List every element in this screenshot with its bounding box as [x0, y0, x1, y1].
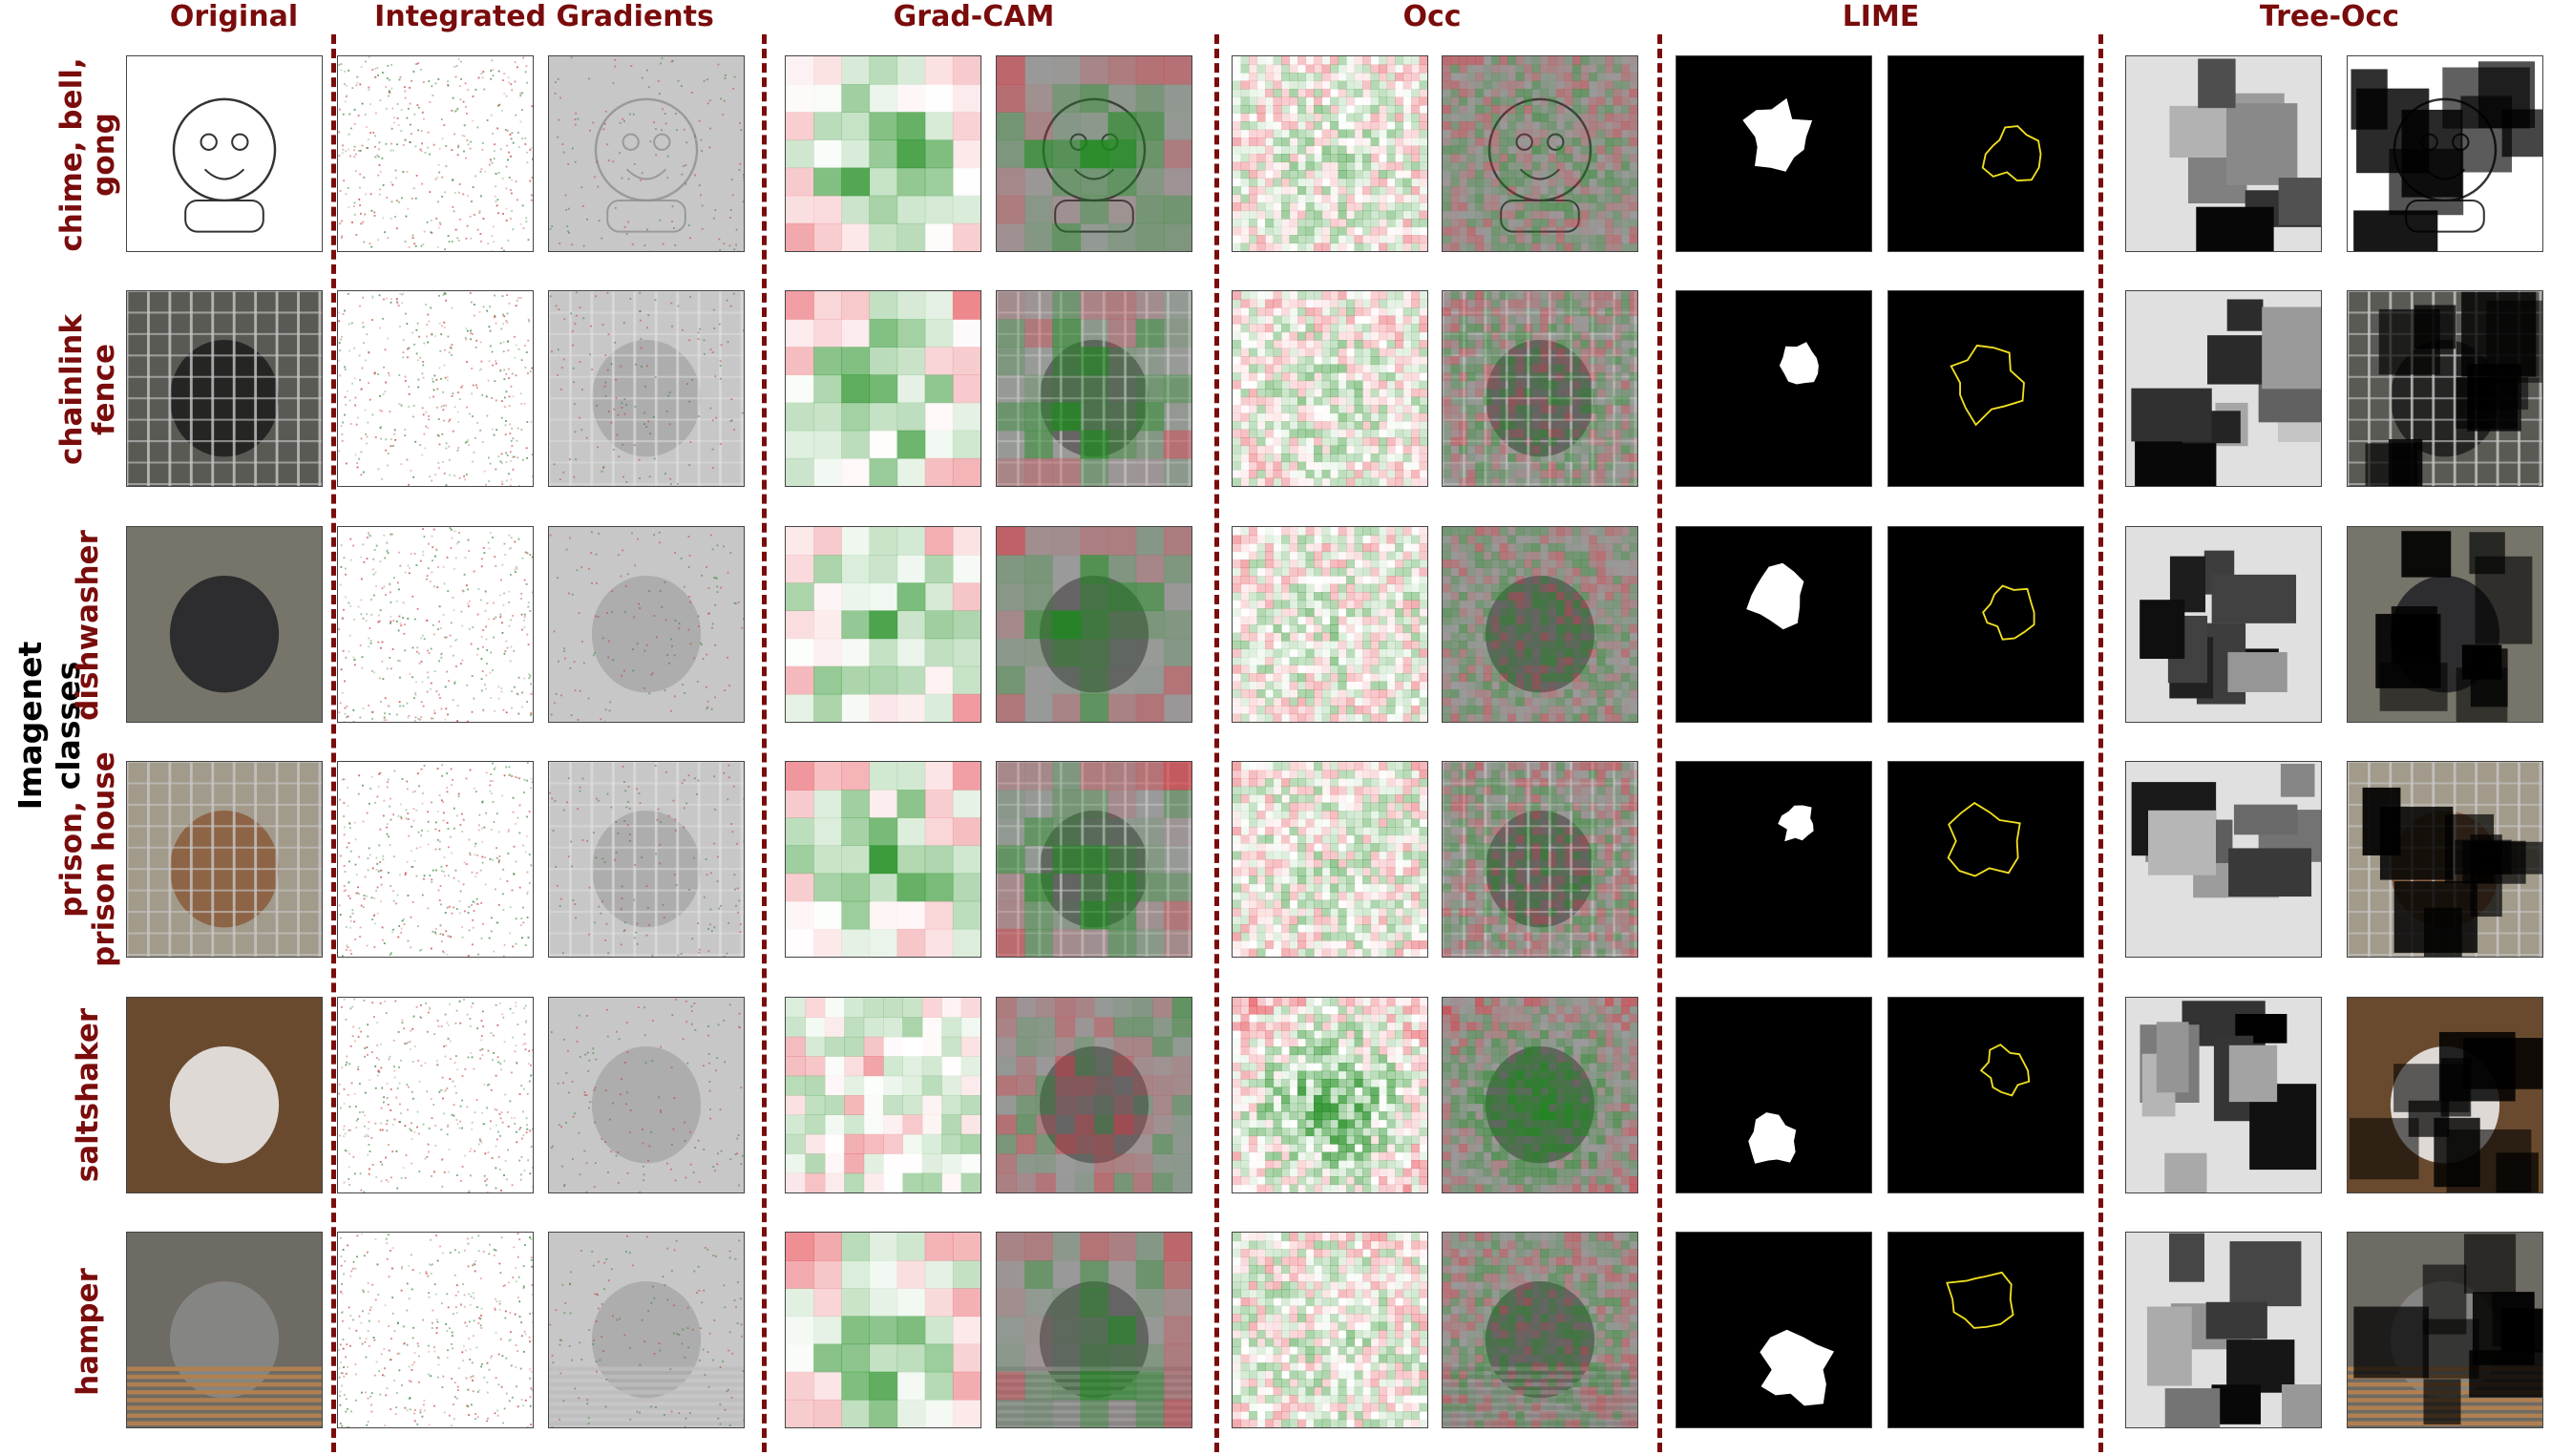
panel-gradcam-map	[785, 526, 981, 723]
panel-original	[126, 761, 323, 958]
row-label: hamper	[71, 1268, 105, 1396]
panel-ig-overlay	[548, 761, 745, 958]
panel-ig-overlay	[548, 997, 745, 1193]
panel-lime-overlay	[1887, 1232, 2084, 1428]
panel-ig-overlay	[548, 1232, 745, 1428]
panel-treeocc-overlay	[2347, 290, 2543, 487]
panel-treeocc-map	[2125, 761, 2322, 958]
panel-gradcam-map	[785, 761, 981, 958]
panel-occ-overlay	[1442, 761, 1638, 958]
panel-treeocc-map	[2125, 55, 2322, 252]
panel-occ-overlay	[1442, 526, 1638, 723]
row-label: chainlink fence	[54, 314, 121, 465]
panel-gradcam-map	[785, 997, 981, 1193]
row-label: saltshaker	[71, 1007, 105, 1183]
panel-occ-map	[1232, 761, 1428, 958]
panel-original	[126, 290, 323, 487]
panel-original	[126, 55, 323, 252]
column-header-integrated-gradients: Integrated Gradients	[374, 0, 714, 33]
panel-ig-overlay	[548, 290, 745, 487]
column-header-lime: LIME	[1842, 0, 1920, 33]
panel-ig-overlay	[548, 55, 745, 252]
panel-ig-map	[337, 1232, 534, 1428]
column-divider	[762, 34, 767, 1452]
panel-ig-map	[337, 290, 534, 487]
panel-ig-map	[337, 761, 534, 958]
panel-original	[126, 997, 323, 1193]
panel-treeocc-map	[2125, 1232, 2322, 1428]
panel-lime-overlay	[1887, 526, 2084, 723]
column-header-tree-occ: Tree-Occ	[2259, 0, 2400, 33]
panel-gradcam-overlay	[996, 55, 1192, 252]
column-divider	[331, 34, 336, 1452]
panel-treeocc-overlay	[2347, 1232, 2543, 1428]
panel-treeocc-overlay	[2347, 526, 2543, 723]
panel-treeocc-map	[2125, 526, 2322, 723]
panel-occ-map	[1232, 290, 1428, 487]
panel-lime-mask	[1676, 526, 1872, 723]
panel-ig-map	[337, 997, 534, 1193]
panel-lime-mask	[1676, 290, 1872, 487]
panel-gradcam-overlay	[996, 526, 1192, 723]
panel-occ-overlay	[1442, 997, 1638, 1193]
column-divider	[2098, 34, 2103, 1452]
row-label: prison, prison house	[54, 751, 121, 967]
row-label: dishwasher	[71, 530, 105, 721]
panel-lime-overlay	[1887, 761, 2084, 958]
panel-gradcam-map	[785, 290, 981, 487]
panel-gradcam-overlay	[996, 290, 1192, 487]
panel-occ-map	[1232, 997, 1428, 1193]
panel-lime-overlay	[1887, 290, 2084, 487]
panel-original	[126, 1232, 323, 1428]
column-divider	[1657, 34, 1662, 1452]
panel-occ-overlay	[1442, 55, 1638, 252]
panel-lime-mask	[1676, 55, 1872, 252]
panel-gradcam-map	[785, 1232, 981, 1428]
panel-lime-overlay	[1887, 55, 2084, 252]
panel-ig-map	[337, 55, 534, 252]
panel-gradcam-overlay	[996, 761, 1192, 958]
panel-occ-overlay	[1442, 290, 1638, 487]
panel-gradcam-map	[785, 55, 981, 252]
panel-occ-map	[1232, 526, 1428, 723]
panel-original	[126, 526, 323, 723]
side-title: Imagenet classes	[11, 641, 87, 811]
panel-gradcam-overlay	[996, 997, 1192, 1193]
row-label: chime, bell, gong	[54, 57, 121, 252]
panel-treeocc-map	[2125, 997, 2322, 1193]
panel-lime-mask	[1676, 997, 1872, 1193]
column-header-occ: Occ	[1402, 0, 1462, 33]
panel-treeocc-overlay	[2347, 761, 2543, 958]
panel-lime-overlay	[1887, 997, 2084, 1193]
column-divider	[1214, 34, 1219, 1452]
panel-occ-overlay	[1442, 1232, 1638, 1428]
panel-occ-map	[1232, 55, 1428, 252]
column-header-original: Original	[169, 0, 299, 33]
panel-treeocc-overlay	[2347, 55, 2543, 252]
panel-treeocc-map	[2125, 290, 2322, 487]
panel-lime-mask	[1676, 1232, 1872, 1428]
column-header-grad-cam: Grad-CAM	[893, 0, 1055, 33]
panel-lime-mask	[1676, 761, 1872, 958]
panel-occ-map	[1232, 1232, 1428, 1428]
panel-ig-map	[337, 526, 534, 723]
panel-gradcam-overlay	[996, 1232, 1192, 1428]
panel-ig-overlay	[548, 526, 745, 723]
panel-treeocc-overlay	[2347, 997, 2543, 1193]
